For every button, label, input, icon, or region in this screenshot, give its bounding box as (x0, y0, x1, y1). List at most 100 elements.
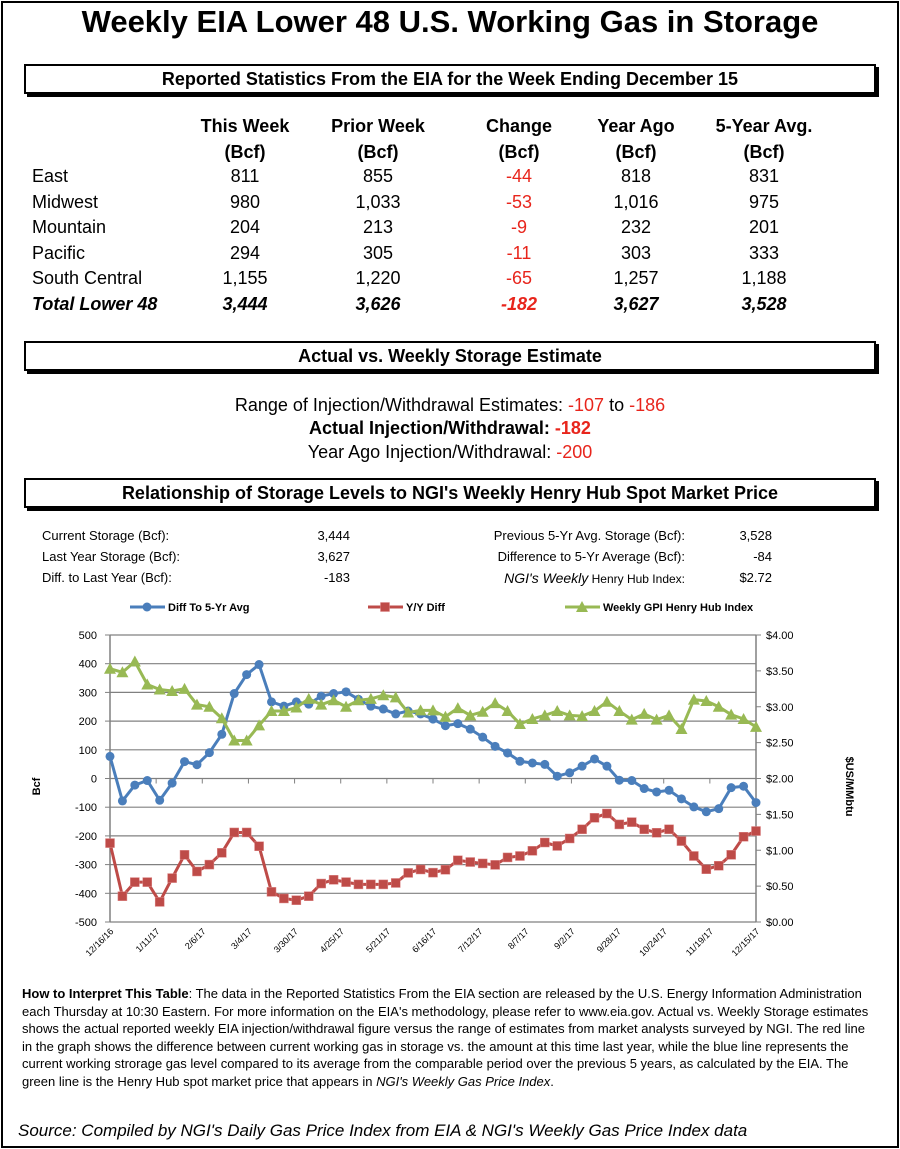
table-cell: 204 (229, 217, 261, 237)
table-cell: -65 (505, 268, 532, 288)
legend-marker (380, 602, 390, 612)
data-point (502, 852, 513, 863)
y-tick-label: 0 (91, 774, 97, 786)
interpretation-index-name: NGI's Weekly Gas Price Index (376, 1073, 551, 1089)
data-point (639, 784, 649, 794)
data-point (254, 841, 264, 851)
legend-marker (142, 602, 152, 612)
data-point (651, 827, 662, 838)
data-point (627, 776, 637, 786)
table-cell: 213 (362, 217, 394, 237)
y2-tick-label: $1.00 (766, 845, 794, 857)
range-high: -186 (629, 395, 666, 415)
estimate-section-header: Actual vs. Weekly Storage Estimate (24, 341, 876, 371)
table-cell: 232 (620, 217, 652, 237)
data-point (340, 700, 353, 712)
data-point (714, 804, 724, 814)
data-point (316, 691, 326, 701)
data-point (478, 732, 488, 742)
data-point (254, 660, 264, 670)
table-cell: 305 (362, 242, 394, 263)
data-point (130, 780, 140, 790)
column-unit: (Bcf) (743, 142, 785, 162)
stat-value: 3,528 (739, 528, 772, 543)
table-cell: 201 (748, 217, 780, 237)
data-point (229, 689, 239, 699)
source-note: Source: Compiled by NGI's Daily Gas Pric… (18, 1121, 748, 1140)
data-point (179, 850, 190, 860)
data-point (689, 802, 699, 812)
y-tick-label: -300 (75, 860, 97, 872)
table-cell: 831 (748, 166, 780, 186)
data-point (503, 748, 513, 758)
data-point (104, 662, 116, 674)
y2-tick-label: $0.50 (766, 881, 794, 893)
data-point (391, 709, 401, 719)
data-point (439, 710, 452, 722)
stat-value: 3,627 (317, 549, 350, 564)
data-point (217, 848, 227, 858)
data-point (215, 712, 228, 724)
storage-price-chart: 500 400 300 200 100 0 -100 -200 -300 -400 -500 $4.0… (31, 601, 855, 958)
x-tick-label: 3/4/17 (229, 926, 254, 951)
table-cell: -182 (500, 293, 538, 314)
data-point (316, 878, 326, 889)
data-point (625, 713, 638, 725)
column-header: Change (485, 116, 552, 136)
table-cell: 811 (230, 166, 260, 186)
y-tick-label: 400 (79, 659, 97, 671)
data-point (291, 895, 302, 905)
data-point (489, 697, 502, 709)
stats-section-header: Reported Statistics From the EIA for the… (24, 64, 876, 94)
relationship-section-header: Relationship of Storage Levels to NGI's … (24, 478, 876, 508)
data-point (676, 794, 686, 804)
data-point (676, 836, 687, 846)
data-point (277, 705, 290, 717)
data-point (352, 694, 365, 706)
data-point (602, 761, 612, 771)
data-point (440, 865, 451, 875)
stat-label-italic: NGI's Weekly (504, 570, 589, 586)
y-tick-label: 500 (79, 630, 97, 642)
data-point (167, 873, 177, 883)
data-point (389, 691, 402, 703)
y-tick-label: -200 (75, 831, 97, 843)
data-point (689, 851, 699, 861)
range-low: -107 (568, 395, 605, 415)
data-point (664, 785, 674, 795)
data-point (117, 796, 127, 806)
y2-tick-label: $1.50 (766, 809, 794, 821)
table-cell: 333 (748, 242, 780, 263)
page-title: Weekly EIA Lower 48 U.S. Working Gas in … (81, 4, 819, 39)
x-tick-label: 7/12/17 (456, 926, 484, 954)
data-point (627, 817, 637, 827)
data-point (476, 705, 489, 717)
stat-label: Current Storage (Bcf): (42, 528, 170, 543)
data-point (153, 683, 166, 695)
stat-label: Difference to 5-Yr Average (Bcf): (497, 549, 685, 564)
y-tick-label: 200 (79, 716, 97, 728)
data-point (130, 877, 140, 887)
table-cell: 1,016 (613, 191, 659, 212)
data-point (738, 832, 749, 842)
data-point (166, 684, 179, 696)
data-point (465, 857, 476, 867)
data-point (228, 734, 241, 746)
table-cell: 855 (362, 166, 394, 186)
data-point (142, 776, 152, 786)
interpretation-heading: How to Interpret This Table (22, 986, 189, 1001)
data-point (701, 864, 712, 874)
data-point (290, 701, 303, 713)
data-point (265, 705, 278, 717)
table-cell: 3,444 (222, 293, 268, 314)
data-point (217, 729, 227, 739)
table-cell: -11 (506, 242, 532, 263)
data-point (751, 826, 761, 836)
data-point (701, 807, 711, 817)
data-point (253, 719, 266, 731)
table-cell: -44 (505, 166, 532, 186)
data-point (327, 694, 340, 706)
data-point (652, 787, 662, 797)
data-point (663, 709, 676, 721)
